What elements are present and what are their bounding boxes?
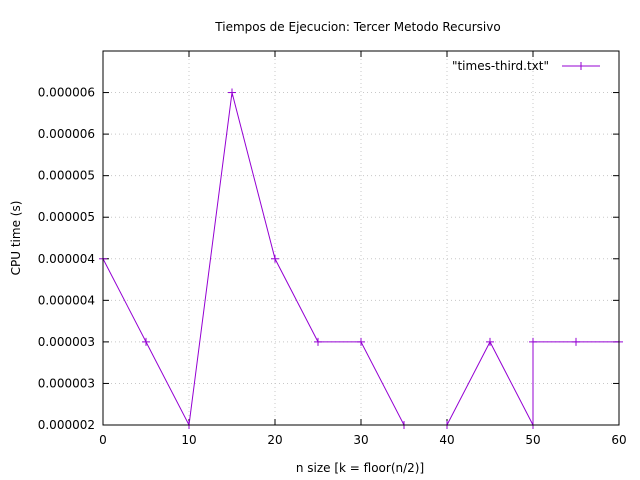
x-tick-label: 50: [525, 433, 540, 447]
y-tick-label: 0.000003: [38, 335, 95, 349]
x-tick-label: 60: [611, 433, 626, 447]
y-tick-label: 0.000006: [38, 127, 95, 141]
x-tick-label: 20: [267, 433, 282, 447]
y-tick-label: 0.000002: [38, 418, 95, 432]
y-tick-label: 0.000006: [38, 86, 95, 100]
chart-title: Tiempos de Ejecucion: Tercer Metodo Recu…: [214, 20, 500, 34]
y-tick-label: 0.000005: [38, 210, 95, 224]
x-axis-label: n size [k = floor(n/2)]: [296, 461, 424, 475]
legend-label: "times-third.txt": [452, 59, 549, 73]
grid-lines: [102, 51, 620, 426]
legend: "times-third.txt": [452, 59, 600, 73]
y-tick-label: 0.000003: [38, 376, 95, 390]
x-tick-labels: 0 10 20 30 40 50 60: [99, 433, 626, 447]
y-axis-label: CPU time (s): [9, 201, 23, 276]
x-tick-label: 0: [99, 433, 107, 447]
series-line: [102, 92, 619, 427]
y-tick-label: 0.000005: [38, 169, 95, 183]
y-tick-label: 0.000004: [38, 252, 95, 266]
y-tick-label: 0.000004: [38, 293, 95, 307]
x-tick-label: 10: [181, 433, 196, 447]
x-tick-label: 30: [353, 433, 368, 447]
y-tick-labels: 0.000002 0.000003 0.000003 0.000004 0.000004…: [38, 86, 95, 432]
plot-frame: [102, 50, 620, 426]
legend-marker: [577, 62, 585, 70]
x-tick-label: 40: [439, 433, 454, 447]
